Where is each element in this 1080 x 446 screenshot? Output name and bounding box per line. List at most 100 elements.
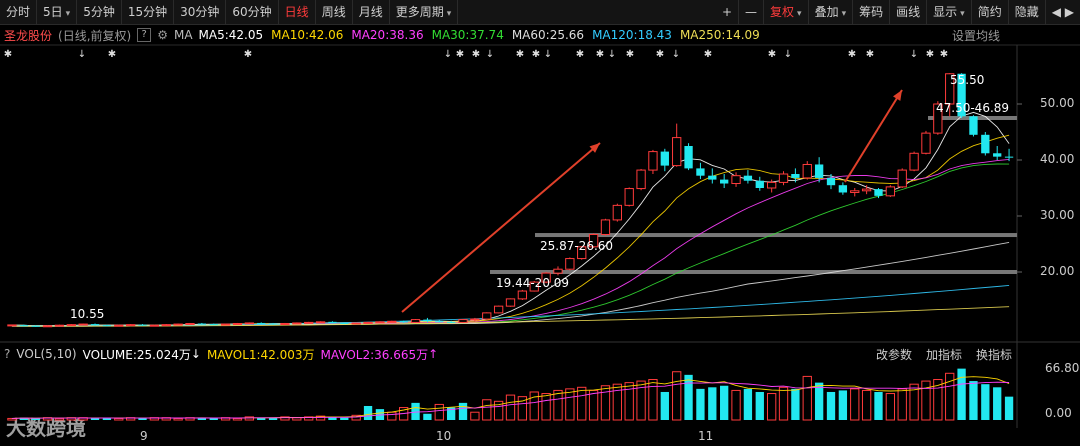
- candle-body-57: [684, 146, 693, 169]
- indicator-bar: 圣龙股份 (日线,前复权) ? ⚙ MA MA5:42.05 MA10:42.06…: [0, 25, 1080, 45]
- volume-bar-46: [553, 389, 563, 421]
- vol-button-0[interactable]: 改参数: [875, 347, 912, 362]
- volume-bar-48: [577, 386, 587, 421]
- candle-body-5: [66, 324, 76, 327]
- candle-body-40: [482, 312, 492, 320]
- indicator-buttons: 改参数 加指标 换指标: [868, 346, 1018, 363]
- tool-4[interactable]: 筹码: [853, 0, 891, 24]
- candle-body-29: [351, 322, 361, 325]
- volume-indicator-bar: ? VOL(5,10) VOLUME:25.024万 ↓ MAVOL1:42.0…: [0, 345, 1080, 363]
- mavol2-value: MAVOL2:36.665万: [320, 347, 429, 362]
- marker-20: ✱: [848, 49, 856, 60]
- volume-bar-40: [482, 399, 492, 421]
- tab-2[interactable]: 5分钟: [77, 0, 122, 24]
- candle-body-43: [517, 290, 528, 300]
- volume-bar-38: [458, 402, 468, 420]
- tab-4[interactable]: 30分钟: [174, 0, 227, 24]
- volume-bar-59: [708, 387, 717, 420]
- gear-icon[interactable]: ⚙: [157, 28, 168, 42]
- volume-bar-49: [588, 389, 599, 421]
- candle-body-77: [921, 132, 931, 154]
- volume-bar-83: [993, 387, 1002, 420]
- ma-line-250: [11, 306, 1010, 327]
- candle-body-65: [778, 173, 789, 183]
- ma-value-5: MA120:18.43: [592, 28, 672, 42]
- marker-14: ✱: [626, 49, 634, 60]
- volume-bar-68: [814, 382, 824, 420]
- marker-16: ↓: [672, 49, 680, 60]
- ma-value-3: MA30:37.74: [431, 28, 504, 42]
- support-line-0: [535, 233, 1017, 238]
- price-tick-2: 30.00: [1040, 208, 1075, 222]
- candle-body-50: [600, 219, 611, 235]
- candle-body-33: [399, 321, 408, 323]
- ma-line-10: [11, 134, 1010, 327]
- volume-bar-26: [315, 415, 326, 421]
- tool-0[interactable]: +: [716, 0, 740, 24]
- candle-body-4: [54, 324, 65, 327]
- nav-arrows[interactable]: ◀ ▶: [1051, 5, 1074, 19]
- ma-list: MA5:42.05 MA10:42.06 MA20:38.36 MA30:37.74 M…: [199, 28, 768, 42]
- marker-4: ↓: [444, 49, 452, 60]
- candle-body-49: [588, 233, 599, 248]
- trend-arrow-2-head: [893, 90, 902, 101]
- tool-6[interactable]: 显示: [927, 0, 972, 24]
- ma-settings-button[interactable]: 设置均线: [951, 28, 1000, 43]
- vol-label: VOL(5,10): [16, 347, 77, 361]
- candle-body-80: [957, 73, 966, 117]
- candle-body-83: [993, 153, 1002, 157]
- ma-value-0: MA5:42.05: [198, 28, 264, 42]
- candle-body-11: [138, 324, 147, 326]
- help-icon[interactable]: ?: [137, 28, 152, 42]
- tool-3[interactable]: 叠加: [809, 0, 854, 24]
- tool-8[interactable]: 隐藏: [1009, 0, 1046, 24]
- candle-body-37: [446, 321, 456, 323]
- volume-bar-53: [636, 380, 646, 421]
- volume-bar-54: [648, 379, 658, 421]
- volume-bar-42: [505, 394, 516, 421]
- annotation-1: 25.87-26.60: [540, 239, 613, 253]
- candle-body-78: [933, 103, 943, 134]
- date-label-0: 9: [140, 429, 148, 443]
- candle-body-9: [114, 324, 124, 327]
- volume-bar-25: [304, 416, 314, 421]
- volume-bar-71: [850, 388, 860, 421]
- candle-body-20: [244, 322, 255, 325]
- tab-1[interactable]: 5日: [37, 0, 78, 24]
- volume-bar-14: [173, 417, 183, 421]
- vol-button-2[interactable]: 换指标: [975, 347, 1012, 362]
- tab-9[interactable]: 更多周期: [390, 0, 459, 24]
- volume-bar-2: [31, 418, 40, 420]
- candle-body-13: [161, 324, 171, 327]
- tab-3[interactable]: 15分钟: [122, 0, 175, 24]
- marker-21: ✱: [866, 49, 874, 60]
- annotation-2: 19.44-20.09: [496, 276, 569, 290]
- candle-body-8: [102, 325, 112, 327]
- volume-bar-30: [363, 405, 373, 420]
- tab-5[interactable]: 60分钟: [226, 0, 279, 24]
- candle-body-56: [672, 137, 682, 167]
- candle-body-30: [363, 321, 373, 324]
- tab-7[interactable]: 周线: [316, 0, 353, 24]
- volume-bar-62: [743, 388, 753, 420]
- trend-arrow-2: [844, 89, 903, 183]
- marker-1: ↓: [78, 49, 86, 60]
- ma-value-6: MA250:14.09: [679, 28, 760, 42]
- vol-button-1[interactable]: 加指标: [925, 347, 962, 362]
- volume-bar-29: [351, 414, 361, 421]
- volume-bar-52: [624, 382, 634, 421]
- expand-icon[interactable]: ?: [4, 347, 11, 361]
- candle-body-24: [292, 322, 302, 325]
- vol-ma-10: [11, 381, 1010, 419]
- tool-7[interactable]: 简约: [972, 0, 1009, 24]
- tab-6[interactable]: 日线: [279, 0, 316, 24]
- candle-body-18: [220, 323, 231, 326]
- marker-7: ↓: [486, 49, 494, 60]
- candle-body-17: [209, 324, 218, 326]
- ma-value-1: MA10:42.06: [271, 28, 344, 42]
- candle-body-61: [731, 175, 741, 185]
- candle-body-25: [304, 321, 314, 324]
- annotation-0: 10.55: [70, 307, 104, 321]
- candle-body-62: [743, 175, 753, 181]
